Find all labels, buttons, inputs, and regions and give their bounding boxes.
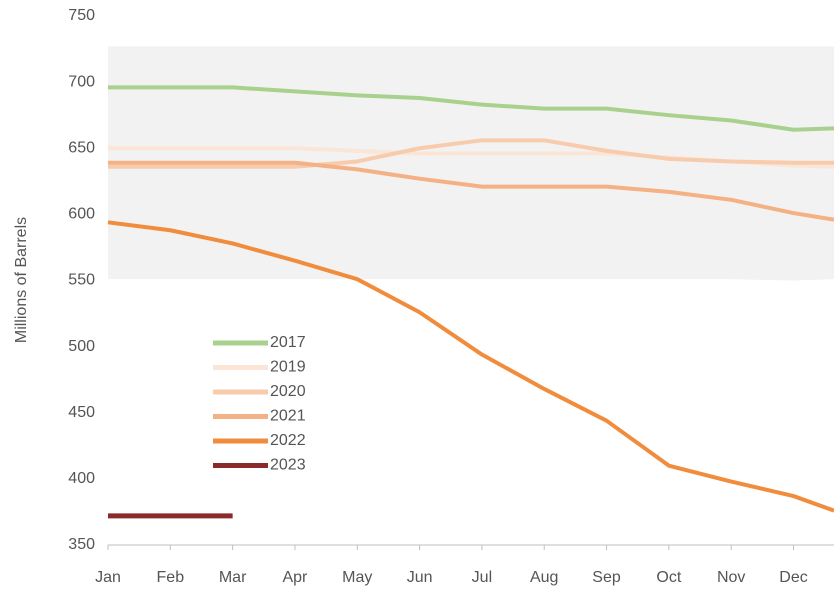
x-tick-label: Jan — [95, 569, 121, 586]
y-tick-label: 500 — [68, 338, 95, 355]
legend-label: 2019 — [270, 359, 306, 376]
x-tick-label: Apr — [282, 569, 308, 586]
x-tick-label: Jul — [472, 569, 492, 586]
legend-label: 2021 — [270, 408, 306, 425]
line-series — [107, 220, 834, 513]
legend-label: 2022 — [270, 432, 306, 449]
x-tick-label: Nov — [717, 569, 745, 586]
x-tick-label: Mar — [219, 569, 247, 586]
x-tick-label: Jun — [407, 569, 433, 586]
line-series — [108, 85, 834, 132]
y-tick-label: 350 — [68, 536, 95, 553]
x-tick-label: Aug — [530, 569, 558, 586]
legend-label: 2017 — [270, 334, 306, 351]
y-tick-label: 600 — [68, 206, 95, 223]
y-tick-label: 400 — [68, 470, 95, 487]
line-series — [108, 138, 834, 169]
y-tick-label: 750 — [68, 7, 95, 24]
x-tick-label: Feb — [157, 569, 185, 586]
y-tick-label: 650 — [68, 139, 95, 156]
y-tick-label: 700 — [68, 73, 95, 90]
x-tick-label: Dec — [779, 569, 807, 586]
line-series — [108, 160, 834, 222]
legend-label: 2023 — [270, 457, 306, 474]
y-tick-label: 450 — [68, 404, 95, 421]
x-tick-label: Sep — [592, 569, 621, 586]
y-axis-label: Millions of Barrels — [13, 217, 30, 343]
x-tick-label: Oct — [656, 569, 681, 586]
y-tick-label: 550 — [68, 272, 95, 289]
range-band — [108, 46, 834, 281]
x-tick-label: May — [342, 569, 372, 586]
legend-label: 2020 — [270, 383, 306, 400]
